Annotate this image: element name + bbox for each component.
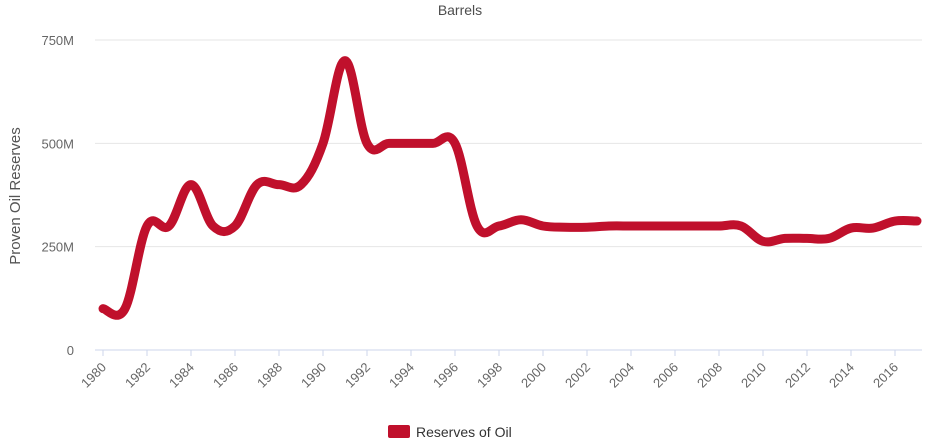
data-point[interactable] [231,222,239,230]
x-tick-label: 1990 [298,360,329,391]
y-axis-label: Proven Oil Reserves [7,127,24,265]
data-point[interactable] [275,181,283,189]
data-point[interactable] [825,234,833,242]
data-point[interactable] [429,139,437,147]
x-tick-label: 2012 [782,360,813,391]
x-tick-label: 1982 [122,360,153,391]
data-point[interactable] [363,139,371,147]
series-line[interactable] [98,56,922,320]
x-tick-label: 1986 [210,360,241,391]
series-area [98,56,922,320]
x-axis: 1980 1982 1984 1986 1988 1990 1992 1994 1996 1998… [78,349,922,391]
data-point[interactable] [605,222,613,230]
data-point[interactable] [847,224,855,232]
x-tick-label: 1998 [474,360,505,391]
data-point[interactable] [121,305,129,313]
data-point[interactable] [781,234,789,242]
data-point[interactable] [143,222,151,230]
x-tick-label: 2004 [606,360,637,391]
data-point[interactable] [297,181,305,189]
legend[interactable]: Reserves of Oil [388,424,512,440]
gridlines [95,39,922,248]
x-tick-label: 1984 [166,360,197,391]
x-tick-label: 1994 [386,360,417,391]
x-tick-label: 2006 [650,360,681,391]
data-point[interactable] [495,222,503,230]
legend-swatch[interactable] [388,425,410,438]
data-point[interactable] [385,139,393,147]
data-point[interactable] [759,237,767,245]
data-point[interactable] [891,217,899,225]
x-tick-label: 1980 [78,360,109,391]
y-axis-ticks: 0 250M 500M 750M [41,33,74,358]
x-tick-label: 2014 [826,360,857,391]
data-point[interactable] [319,139,327,147]
data-point[interactable] [649,222,657,230]
x-tick-label: 1992 [342,360,373,391]
x-tick-label: 2008 [694,360,725,391]
y-tick-label: 750M [41,33,74,48]
y-tick-label: 500M [41,136,74,151]
x-tick-label: 2000 [518,360,549,391]
data-point[interactable] [715,222,723,230]
data-point[interactable] [517,216,525,224]
x-tick-label: 1996 [430,360,461,391]
data-point[interactable] [913,217,921,225]
x-tick-label: 2002 [562,360,593,391]
data-point[interactable] [539,222,547,230]
data-point[interactable] [187,181,195,189]
data-point[interactable] [253,181,261,189]
data-point[interactable] [869,224,877,232]
data-point[interactable] [165,222,173,230]
data-point[interactable] [627,222,635,230]
data-point[interactable] [583,223,591,231]
data-point[interactable] [209,222,217,230]
data-point[interactable] [451,139,459,147]
data-point[interactable] [671,222,679,230]
data-point[interactable] [803,234,811,242]
chart-title: Barrels [438,2,482,18]
x-tick-label: 2010 [738,360,769,391]
data-point[interactable] [99,305,107,313]
data-point[interactable] [693,222,701,230]
data-point[interactable] [561,223,569,231]
y-tick-label: 0 [67,343,74,358]
legend-label[interactable]: Reserves of Oil [416,424,512,440]
data-point[interactable] [407,139,415,147]
y-tick-label: 250M [41,240,74,255]
x-tick-label: 2016 [870,360,901,391]
data-point[interactable] [737,222,745,230]
x-tick-label: 1988 [254,360,285,391]
data-point[interactable] [341,57,349,65]
data-point[interactable] [473,222,481,230]
